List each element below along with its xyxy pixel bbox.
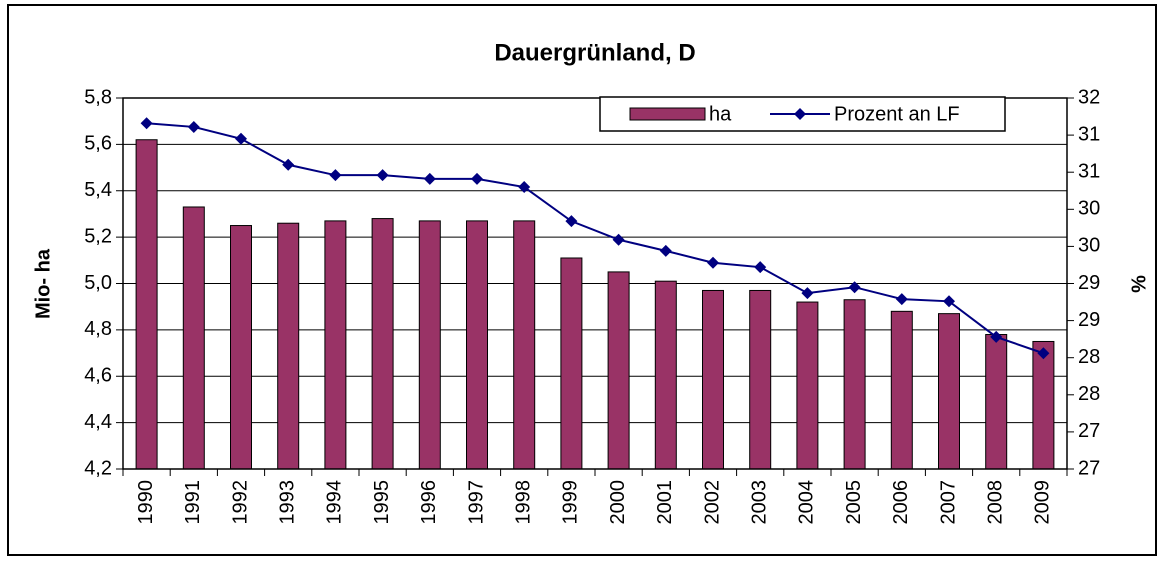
y2-axis-label: % bbox=[1128, 275, 1150, 293]
y2-tick-label: 27 bbox=[1078, 457, 1100, 479]
y-tick-label: 5,4 bbox=[84, 179, 112, 201]
bar bbox=[796, 301, 819, 470]
legend-label: Prozent an LF bbox=[834, 103, 960, 125]
marker bbox=[282, 158, 295, 171]
marker bbox=[329, 169, 342, 182]
marker bbox=[612, 233, 625, 246]
y-tick-label: 4,8 bbox=[84, 318, 112, 340]
bar bbox=[418, 220, 441, 470]
marker bbox=[1037, 347, 1050, 360]
y2-tick-label: 28 bbox=[1078, 383, 1100, 405]
y-tick-label: 4,6 bbox=[84, 365, 112, 387]
x-tick-label: 1992 bbox=[229, 480, 251, 525]
bar bbox=[607, 271, 630, 470]
x-tick-label: 2008 bbox=[984, 480, 1006, 525]
bar bbox=[324, 220, 347, 470]
x-tick-label: 1993 bbox=[276, 480, 298, 525]
bar bbox=[135, 139, 158, 470]
y2-tick-label: 30 bbox=[1078, 235, 1100, 257]
y-axis-label: Mio- ha bbox=[32, 248, 54, 319]
marker bbox=[754, 261, 767, 274]
y-tick-label: 5,0 bbox=[84, 272, 112, 294]
bar bbox=[1032, 340, 1055, 470]
x-tick-label: 2007 bbox=[937, 480, 959, 525]
x-tick-label: 1991 bbox=[182, 480, 204, 525]
x-tick-label: 1995 bbox=[371, 480, 393, 525]
legend-swatch bbox=[794, 108, 806, 120]
bar bbox=[654, 280, 677, 470]
y-tick-label: 4,2 bbox=[84, 457, 112, 479]
bar bbox=[371, 218, 394, 470]
y2-tick-label: 27 bbox=[1078, 420, 1100, 442]
marker bbox=[471, 172, 483, 185]
y2-tick-label: 31 bbox=[1078, 160, 1100, 182]
marker bbox=[943, 295, 955, 308]
bar bbox=[702, 289, 724, 470]
bar bbox=[182, 206, 205, 470]
bar bbox=[277, 222, 300, 470]
y2-tick-label: 30 bbox=[1078, 198, 1100, 220]
y-tick-label: 4,4 bbox=[84, 411, 112, 433]
marker bbox=[235, 132, 247, 145]
y2-tick-label: 31 bbox=[1078, 123, 1100, 145]
x-tick-label: 2004 bbox=[796, 480, 818, 525]
y-tick-label: 5,6 bbox=[84, 133, 112, 155]
x-tick-label: 2009 bbox=[1032, 480, 1054, 525]
x-tick-label: 2005 bbox=[843, 480, 865, 525]
y-tick-label: 5,8 bbox=[84, 86, 112, 108]
bar bbox=[230, 225, 252, 470]
x-tick-label: 2000 bbox=[607, 480, 629, 525]
x-tick-label: 1994 bbox=[324, 480, 346, 525]
marker bbox=[423, 172, 436, 185]
marker bbox=[376, 169, 389, 182]
bar bbox=[513, 220, 536, 470]
y-tick-label: 5,2 bbox=[84, 225, 112, 247]
marker bbox=[895, 293, 908, 306]
bar bbox=[560, 257, 583, 470]
bar bbox=[985, 334, 1008, 470]
x-tick-label: 1997 bbox=[465, 480, 487, 525]
x-tick-label: 2001 bbox=[654, 480, 676, 525]
bar bbox=[466, 220, 488, 470]
line bbox=[146, 122, 1044, 355]
chart-title: Dauergrünland, D bbox=[494, 39, 695, 66]
marker bbox=[659, 244, 672, 257]
x-tick-label: 2003 bbox=[748, 480, 770, 525]
marker bbox=[518, 181, 531, 194]
x-tick-label: 1999 bbox=[560, 480, 582, 525]
bar bbox=[890, 310, 913, 470]
marker bbox=[990, 330, 1003, 343]
bar bbox=[938, 313, 960, 470]
y2-tick-label: 29 bbox=[1078, 309, 1100, 331]
marker bbox=[187, 120, 200, 133]
legend-label: ha bbox=[709, 103, 732, 125]
y2-tick-label: 32 bbox=[1078, 86, 1100, 108]
marker bbox=[848, 281, 861, 294]
y2-tick-label: 28 bbox=[1078, 346, 1100, 368]
marker bbox=[707, 256, 719, 269]
bar bbox=[749, 289, 772, 470]
y2-tick-label: 29 bbox=[1078, 272, 1100, 294]
marker bbox=[801, 287, 814, 300]
x-tick-label: 2002 bbox=[701, 480, 723, 525]
legend-swatch bbox=[629, 107, 706, 121]
bar bbox=[843, 299, 866, 470]
x-tick-label: 1996 bbox=[418, 480, 440, 525]
x-tick-label: 1998 bbox=[512, 480, 534, 525]
marker bbox=[565, 215, 578, 228]
marker bbox=[140, 117, 153, 130]
x-tick-label: 2006 bbox=[890, 480, 912, 525]
x-tick-label: 1990 bbox=[135, 480, 157, 525]
